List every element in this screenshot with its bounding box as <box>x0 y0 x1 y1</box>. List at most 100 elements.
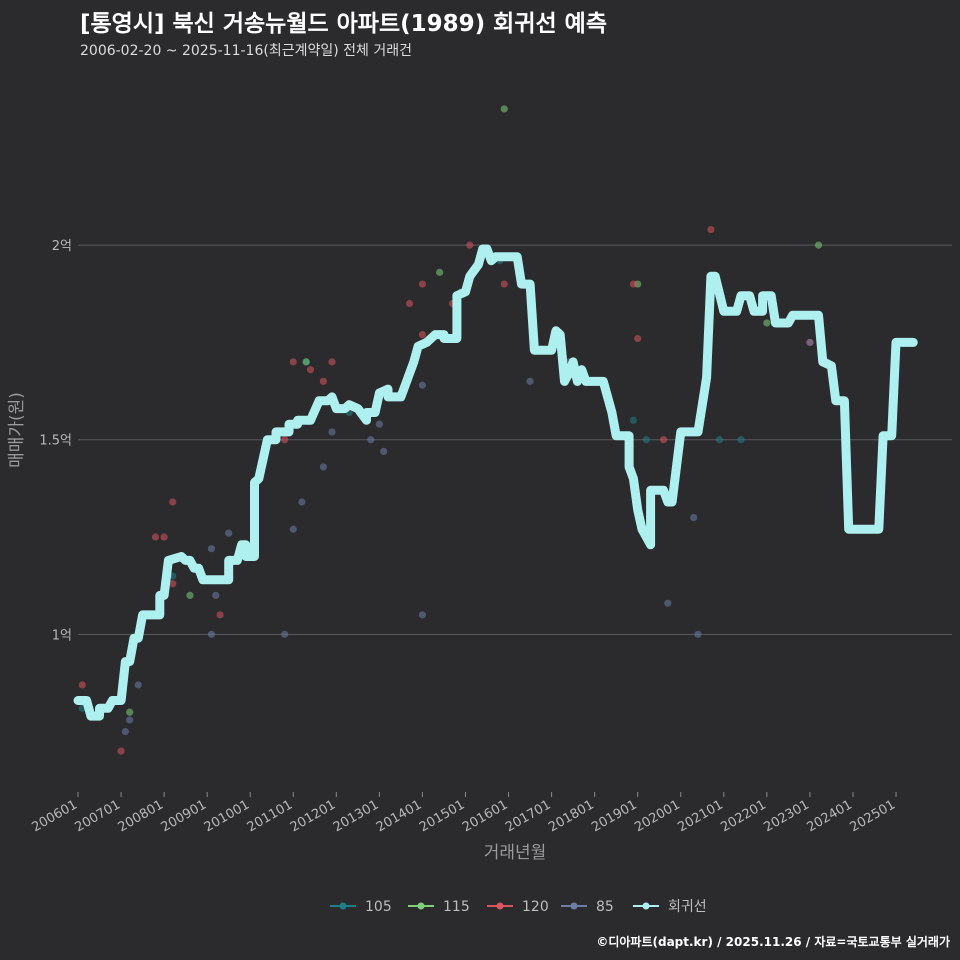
x-tick-label: 202101 <box>675 797 725 835</box>
data-point-115 <box>763 319 771 327</box>
x-tick-label: 201701 <box>503 797 553 835</box>
x-tick-label: 201201 <box>288 797 338 835</box>
x-tick-label: 201101 <box>245 797 295 835</box>
data-point-85 <box>664 599 672 607</box>
regression-trend-line <box>73 244 918 721</box>
data-point-120 <box>281 436 289 444</box>
data-point-120 <box>319 377 328 385</box>
legend-swatch-dot <box>339 902 347 910</box>
data-point-120 <box>634 334 642 343</box>
y-tick-label: 1.5억 <box>39 434 72 449</box>
data-point-120 <box>216 611 224 619</box>
data-point-115 <box>500 105 508 113</box>
data-point-85 <box>207 545 216 553</box>
data-point-115 <box>186 591 194 600</box>
data-point-120 <box>466 241 474 249</box>
x-tick-label: 200801 <box>116 797 166 835</box>
x-tick-label: 201301 <box>331 797 381 835</box>
data-point-105 <box>737 436 745 444</box>
data-point-85 <box>126 716 134 724</box>
y-axis-ticks: 1억 1.5억 2억 <box>39 239 72 643</box>
y-tick-label: 2억 <box>52 239 72 254</box>
x-axis-ticks: 2006012007012008012009012010012011012012… <box>30 792 898 835</box>
x-tick-label: 202201 <box>718 797 768 835</box>
data-point-120 <box>328 358 336 366</box>
legend-label: 85 <box>596 899 614 915</box>
data-point-85 <box>319 463 328 471</box>
data-point-85 <box>212 591 220 600</box>
y-tick-label: 1억 <box>52 628 72 643</box>
data-point-120 <box>500 280 508 288</box>
data-point-105 <box>642 436 650 444</box>
data-point-85 <box>694 630 702 638</box>
x-tick-label: 201401 <box>374 797 424 835</box>
data-point-120 <box>169 498 177 506</box>
x-tick-label: 201801 <box>546 797 596 835</box>
legend: 105 115 120 85 회귀선 <box>330 899 707 915</box>
data-point-85 <box>298 498 306 506</box>
legend-swatch-dot <box>496 902 504 910</box>
data-point-120 <box>629 280 637 288</box>
data-point-85 <box>367 436 375 444</box>
data-point-115 <box>436 268 444 276</box>
data-point-120 <box>707 225 715 234</box>
data-point-120 <box>78 681 86 689</box>
data-point-105 <box>629 416 637 424</box>
x-tick-label: 201901 <box>589 797 639 835</box>
chart-subtitle: 2006-02-20 ~ 2025-11-16(최근계약일) 전체 거래건 <box>80 43 412 59</box>
x-tick-label: 202001 <box>632 797 682 835</box>
chart-title: [통영시] 북신 거송뉴월드 아파트(1989) 회귀선 예측 <box>80 11 607 37</box>
data-point-85 <box>526 377 534 385</box>
data-point-120 <box>117 747 125 755</box>
x-tick-label: 200701 <box>73 797 123 835</box>
x-tick-label: 200601 <box>30 797 80 835</box>
data-point-120 <box>160 533 168 541</box>
data-point-85 <box>690 513 698 522</box>
data-point-85 <box>328 428 336 436</box>
legend-label: 115 <box>443 899 470 915</box>
data-point-120 <box>418 280 427 288</box>
legend-label: 회귀선 <box>668 899 707 915</box>
x-tick-label: 201501 <box>417 797 467 835</box>
data-point-115 <box>814 241 823 249</box>
regression-line <box>73 244 918 721</box>
data-point-85 <box>418 381 427 389</box>
data-point-85 <box>225 529 233 537</box>
data-point-115 <box>302 358 310 366</box>
grid-lines <box>78 244 952 635</box>
data-point-85 <box>289 525 297 533</box>
y-axis-title: 매매가(원) <box>7 392 27 468</box>
data-point-115 <box>126 708 134 716</box>
data-point-85 <box>375 420 383 428</box>
x-tick-label: 201001 <box>202 797 252 835</box>
data-point-120 <box>659 436 668 444</box>
legend-swatch-dot <box>642 902 650 910</box>
data-point-120 <box>151 533 160 541</box>
legend-label: 120 <box>522 899 549 915</box>
legend-label: 105 <box>365 899 392 915</box>
x-tick-label: 202301 <box>761 797 811 835</box>
data-point-85 <box>207 630 216 638</box>
scatter-points <box>78 105 831 755</box>
data-point-120 <box>418 331 427 339</box>
data-point-85 <box>134 681 142 689</box>
x-tick-label: 202501 <box>848 797 898 835</box>
data-point-85 <box>418 611 427 619</box>
source-caption: ©디아파트(dapt.kr) / 2025.11.26 / 자료=국토교통부 실… <box>596 935 950 949</box>
x-axis-title: 거래년월 <box>484 843 547 863</box>
x-tick-label: 200901 <box>159 797 209 835</box>
x-tick-label: 201601 <box>460 797 510 835</box>
data-point-120 <box>169 580 177 588</box>
data-point-85 <box>281 630 289 638</box>
legend-swatch-dot <box>570 902 578 910</box>
data-point-120 <box>405 299 414 308</box>
data-point-85 <box>380 447 388 456</box>
x-tick-label: 202401 <box>804 797 854 835</box>
data-point-120 <box>289 358 297 366</box>
legend-swatch-dot <box>417 902 425 910</box>
data-point-85 <box>121 728 129 736</box>
data-point-120 <box>306 366 315 374</box>
data-point-105 <box>715 436 724 444</box>
data-point-85 <box>806 338 814 347</box>
